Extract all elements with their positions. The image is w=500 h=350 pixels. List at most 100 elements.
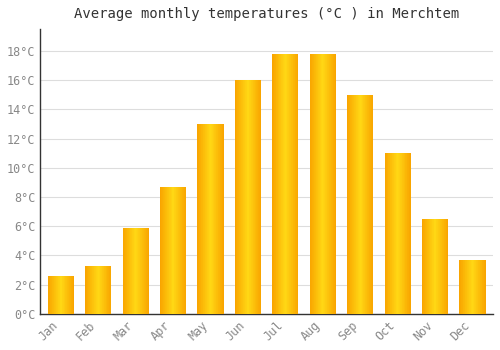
Bar [482, 260, 483, 314]
Bar [279, 54, 280, 314]
Bar [367, 95, 368, 314]
Bar [392, 153, 393, 314]
Bar [52, 276, 53, 314]
Bar [164, 187, 166, 314]
Bar [318, 54, 319, 314]
Bar [138, 228, 139, 314]
Bar [100, 266, 101, 314]
Bar [469, 260, 470, 314]
Bar [62, 276, 63, 314]
Bar [56, 276, 57, 314]
Bar [129, 228, 130, 314]
Bar [199, 124, 200, 314]
Bar [321, 54, 322, 314]
Bar [295, 54, 296, 314]
Bar [183, 187, 184, 314]
Bar [397, 153, 398, 314]
Bar [253, 80, 254, 314]
Bar [393, 153, 394, 314]
Bar [218, 124, 219, 314]
Bar [431, 219, 432, 314]
Bar [328, 54, 330, 314]
Bar [477, 260, 478, 314]
Bar [364, 95, 365, 314]
Bar [93, 266, 94, 314]
Bar [169, 187, 170, 314]
Bar [60, 276, 61, 314]
Bar [179, 187, 180, 314]
Bar [473, 260, 474, 314]
Bar [204, 124, 206, 314]
Bar [97, 266, 98, 314]
Bar [402, 153, 403, 314]
Bar [428, 219, 429, 314]
Bar [167, 187, 168, 314]
Bar [176, 187, 177, 314]
Bar [122, 228, 124, 314]
Bar [350, 95, 351, 314]
Bar [292, 54, 293, 314]
Bar [389, 153, 390, 314]
Bar [214, 124, 215, 314]
Bar [92, 266, 93, 314]
Bar [103, 266, 104, 314]
Bar [439, 219, 440, 314]
Bar [427, 219, 428, 314]
Bar [126, 228, 127, 314]
Bar [314, 54, 315, 314]
Bar [315, 54, 316, 314]
Bar [171, 187, 172, 314]
Bar [61, 276, 62, 314]
Bar [384, 153, 385, 314]
Bar [484, 260, 485, 314]
Bar [166, 187, 167, 314]
Bar [280, 54, 281, 314]
Bar [357, 95, 358, 314]
Bar [141, 228, 142, 314]
Bar [447, 219, 448, 314]
Bar [242, 80, 244, 314]
Bar [257, 80, 258, 314]
Bar [347, 95, 348, 314]
Bar [90, 266, 91, 314]
Bar [288, 54, 290, 314]
Bar [363, 95, 364, 314]
Bar [87, 266, 88, 314]
Bar [387, 153, 388, 314]
Bar [105, 266, 106, 314]
Bar [220, 124, 221, 314]
Bar [362, 95, 363, 314]
Bar [128, 228, 129, 314]
Bar [385, 153, 386, 314]
Bar [256, 80, 257, 314]
Bar [124, 228, 125, 314]
Bar [95, 266, 96, 314]
Bar [435, 219, 436, 314]
Bar [107, 266, 108, 314]
Bar [202, 124, 203, 314]
Bar [140, 228, 141, 314]
Bar [478, 260, 479, 314]
Bar [216, 124, 217, 314]
Bar [50, 276, 51, 314]
Bar [479, 260, 480, 314]
Bar [360, 95, 361, 314]
Bar [55, 276, 56, 314]
Bar [433, 219, 434, 314]
Bar [145, 228, 146, 314]
Bar [209, 124, 210, 314]
Bar [272, 54, 273, 314]
Bar [467, 260, 468, 314]
Bar [131, 228, 132, 314]
Bar [255, 80, 256, 314]
Bar [136, 228, 137, 314]
Bar [391, 153, 392, 314]
Bar [211, 124, 212, 314]
Bar [277, 54, 278, 314]
Bar [312, 54, 313, 314]
Bar [472, 260, 473, 314]
Bar [99, 266, 100, 314]
Bar [63, 276, 64, 314]
Bar [259, 80, 260, 314]
Bar [139, 228, 140, 314]
